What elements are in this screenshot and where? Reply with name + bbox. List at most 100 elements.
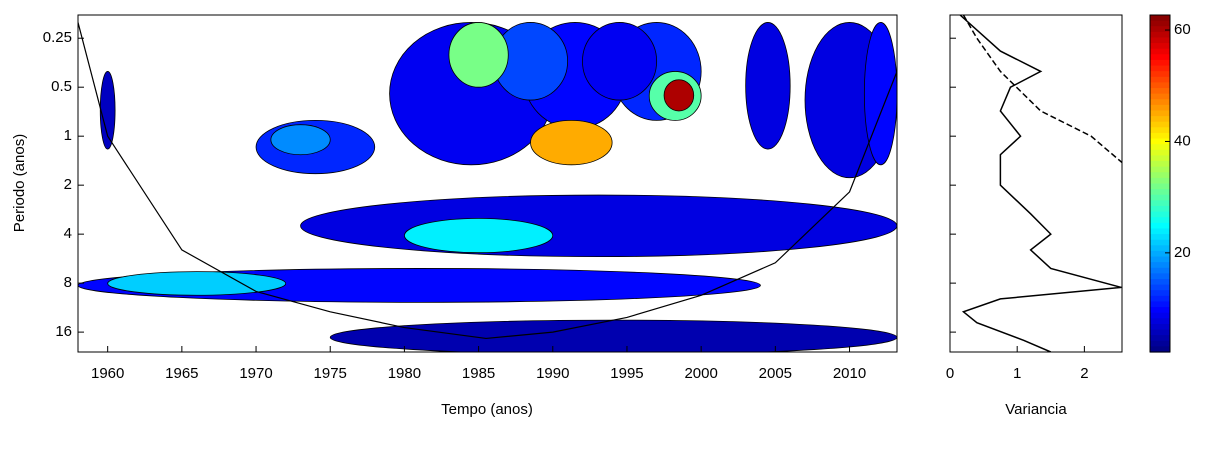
colorbar-step xyxy=(1150,278,1170,286)
power-region xyxy=(107,271,287,296)
colorbar-step xyxy=(1150,290,1170,297)
colorbar-step xyxy=(1150,245,1170,252)
x-tick-label: 1965 xyxy=(165,365,198,382)
colorbar-step xyxy=(1150,104,1170,112)
x-tick-label: 1960 xyxy=(91,365,124,382)
colorbar-step xyxy=(1150,144,1170,151)
colorbar-step xyxy=(1150,93,1170,100)
colorbar-step xyxy=(1150,155,1170,162)
x-tick-label: 1995 xyxy=(610,365,643,382)
colorbar-step xyxy=(1150,71,1170,78)
y-tick-label: 4 xyxy=(64,225,72,242)
x-tick-label: 1975 xyxy=(314,365,347,382)
colorbar-step xyxy=(1150,161,1170,168)
colorbar-step xyxy=(1150,183,1170,190)
x-tick-label: 2 xyxy=(1080,365,1088,382)
colorbar-step xyxy=(1150,284,1170,291)
colorbar-step xyxy=(1150,340,1170,347)
spectrum-line xyxy=(959,15,1122,352)
plot-frame xyxy=(77,14,898,353)
colorbar-tick-label: 20 xyxy=(1174,244,1191,261)
colorbar-step xyxy=(1150,200,1170,207)
colorbar-step xyxy=(1150,149,1170,157)
colorbar-step xyxy=(1150,110,1170,117)
x-tick-label: 2010 xyxy=(833,365,866,382)
x-tick-label: 0 xyxy=(946,365,954,382)
colorbar-step xyxy=(1150,307,1170,314)
power-region xyxy=(863,22,897,166)
colorbar-step xyxy=(1150,250,1170,258)
x-tick-label: 1 xyxy=(1013,365,1021,382)
colorbar-step xyxy=(1150,15,1170,22)
power-region xyxy=(329,319,897,352)
power-region xyxy=(582,22,658,101)
colorbar-step xyxy=(1150,20,1170,27)
y-tick-label: 1 xyxy=(64,127,72,144)
x-tick-label: 1970 xyxy=(239,365,272,382)
y-tick-label: 2 xyxy=(64,176,72,193)
colorbar-step xyxy=(1150,312,1170,319)
y-tick-label: 8 xyxy=(64,274,72,291)
spectrum-frame xyxy=(949,14,1123,353)
colorbar-step xyxy=(1150,205,1170,213)
colorbar-step xyxy=(1150,318,1170,325)
x-axis-title: Variancia xyxy=(1005,401,1067,418)
colorbar-step xyxy=(1150,59,1170,67)
cone-of-influence xyxy=(78,22,897,340)
y-tick-label: 0.25 xyxy=(43,29,72,46)
colorbar-step xyxy=(1150,189,1170,196)
colorbar-step xyxy=(1150,99,1170,106)
colorbar-fill xyxy=(1150,15,1170,353)
spectrum-line xyxy=(962,15,1122,164)
colorbar-step xyxy=(1150,37,1170,44)
colorbar-step xyxy=(1150,127,1170,134)
spectrum-lines xyxy=(959,15,1122,352)
colorbar-step xyxy=(1150,301,1170,308)
colorbar-step xyxy=(1150,329,1170,336)
colorbar-step xyxy=(1150,88,1170,95)
x-tick-label: 2005 xyxy=(759,365,792,382)
colorbar-step xyxy=(1150,31,1170,39)
colorbar-step xyxy=(1150,295,1170,303)
colorbar-step xyxy=(1150,346,1170,353)
y-tick-label: 16 xyxy=(55,323,72,340)
colorbar-step xyxy=(1150,273,1170,280)
colorbar-step xyxy=(1150,177,1170,185)
power-region xyxy=(300,194,897,258)
colorbar-step xyxy=(1150,239,1170,246)
colorbar-step xyxy=(1150,323,1170,331)
colorbar-step xyxy=(1150,65,1170,72)
colorbar-step xyxy=(1150,82,1170,89)
x-tick-label: 2000 xyxy=(684,365,717,382)
colorbar-step xyxy=(1150,234,1170,241)
power-region xyxy=(530,120,613,166)
colorbar-step xyxy=(1150,172,1170,179)
colorbar-step xyxy=(1150,267,1170,274)
colorbar-step xyxy=(1150,43,1170,50)
power-region xyxy=(663,79,695,112)
power-region xyxy=(99,71,116,150)
x-tick-label: 1990 xyxy=(536,365,569,382)
colorbar-tick-label: 40 xyxy=(1174,132,1191,149)
colorbar-step xyxy=(1150,217,1170,224)
colorbar-step xyxy=(1150,116,1170,123)
x-tick-label: 1985 xyxy=(462,365,495,382)
colorbar-step xyxy=(1150,26,1170,33)
power-region xyxy=(404,217,554,254)
colorbar-step xyxy=(1150,76,1170,83)
colorbar-step xyxy=(1150,54,1170,61)
y-tick-label: 0.5 xyxy=(51,78,72,95)
colorbar-step xyxy=(1150,138,1170,145)
colorbar-tick-label: 60 xyxy=(1174,21,1191,38)
x-tick-label: 1980 xyxy=(388,365,421,382)
colorbar-step xyxy=(1150,194,1170,201)
colorbar-step xyxy=(1150,262,1170,269)
colorbar-step xyxy=(1150,228,1170,235)
colorbar-step xyxy=(1150,166,1170,173)
colorbar-step xyxy=(1150,48,1170,55)
colorbar-step xyxy=(1150,256,1170,263)
power-region xyxy=(270,124,331,156)
colorbar-step xyxy=(1150,335,1170,342)
wavelet-field xyxy=(78,22,897,352)
